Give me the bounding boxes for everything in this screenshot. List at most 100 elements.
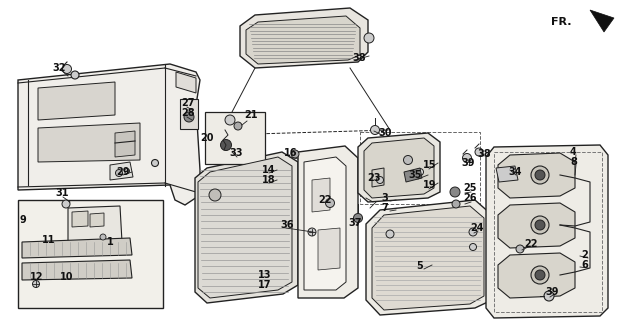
Circle shape [308,228,316,236]
Bar [180,99,198,129]
Circle shape [291,150,299,158]
Polygon shape [590,10,614,32]
Text: 20: 20 [200,133,213,143]
Circle shape [62,200,70,208]
Polygon shape [22,260,132,280]
Bar [360,132,480,204]
Polygon shape [486,145,608,318]
Polygon shape [498,253,575,298]
Circle shape [535,220,545,230]
Polygon shape [115,131,135,157]
Text: 17: 17 [258,280,271,290]
Circle shape [544,291,554,301]
Text: 25: 25 [463,183,476,193]
Text: 1: 1 [107,237,114,247]
Polygon shape [68,206,122,244]
Polygon shape [358,133,440,202]
Circle shape [450,187,460,197]
Circle shape [462,154,472,163]
Circle shape [371,125,379,134]
Polygon shape [312,178,330,212]
Text: 10: 10 [60,272,74,282]
Circle shape [221,140,232,150]
Text: 34: 34 [508,167,522,177]
Circle shape [470,244,476,251]
Circle shape [100,234,106,240]
Circle shape [386,230,394,238]
Circle shape [234,122,242,130]
Polygon shape [72,211,88,227]
Circle shape [516,245,524,253]
Text: 29: 29 [116,167,130,177]
Circle shape [116,170,122,177]
Text: 19: 19 [423,180,436,190]
Text: 27: 27 [181,98,195,108]
Polygon shape [366,200,492,315]
Circle shape [326,198,334,207]
Text: 35: 35 [408,170,421,180]
Polygon shape [498,153,575,198]
Polygon shape [298,146,358,298]
Text: 15: 15 [423,160,436,170]
Circle shape [417,169,423,175]
Polygon shape [198,157,292,298]
Polygon shape [195,152,298,303]
Text: 18: 18 [262,175,276,185]
Polygon shape [372,206,484,310]
Text: 24: 24 [470,223,483,233]
Polygon shape [246,16,360,64]
Circle shape [475,148,483,156]
Text: 7: 7 [381,203,387,213]
Bar [494,152,602,312]
Text: 8: 8 [570,157,577,167]
Polygon shape [496,166,518,182]
Polygon shape [90,213,104,227]
Circle shape [71,71,79,79]
Text: 38: 38 [477,149,491,159]
Circle shape [225,115,235,125]
Text: 26: 26 [463,193,476,203]
Circle shape [209,189,221,201]
Text: 4: 4 [570,147,577,157]
Circle shape [531,166,549,184]
Text: 11: 11 [42,235,56,245]
Polygon shape [240,8,368,68]
Circle shape [151,159,158,166]
Text: 39: 39 [461,158,475,168]
Polygon shape [176,72,196,93]
Circle shape [353,213,363,222]
Text: 31: 31 [55,188,69,198]
Text: FR.: FR. [551,17,572,27]
Text: 39: 39 [545,287,559,297]
Polygon shape [304,157,346,290]
Text: 33: 33 [229,148,242,158]
Circle shape [531,216,549,234]
Circle shape [469,228,477,236]
Circle shape [404,156,412,164]
Text: 2: 2 [581,250,588,260]
Text: 5: 5 [416,261,423,271]
Text: 9: 9 [20,215,27,225]
Text: 22: 22 [524,239,538,249]
Polygon shape [318,228,340,270]
Polygon shape [22,238,132,258]
Circle shape [184,112,194,122]
Polygon shape [38,82,115,120]
Text: 6: 6 [581,260,588,270]
Text: 13: 13 [258,270,271,280]
Text: 12: 12 [30,272,43,282]
Circle shape [376,177,384,183]
Text: 37: 37 [348,218,362,228]
Text: 23: 23 [367,173,381,183]
Text: 16: 16 [284,148,297,158]
Circle shape [531,266,549,284]
Polygon shape [404,168,422,182]
Circle shape [452,200,460,208]
Text: 3: 3 [381,193,387,203]
Text: 36: 36 [280,220,294,230]
Text: 28: 28 [181,108,195,118]
Text: 21: 21 [244,110,258,120]
Bar [205,112,265,164]
Text: 14: 14 [262,165,276,175]
Bar [18,200,163,308]
